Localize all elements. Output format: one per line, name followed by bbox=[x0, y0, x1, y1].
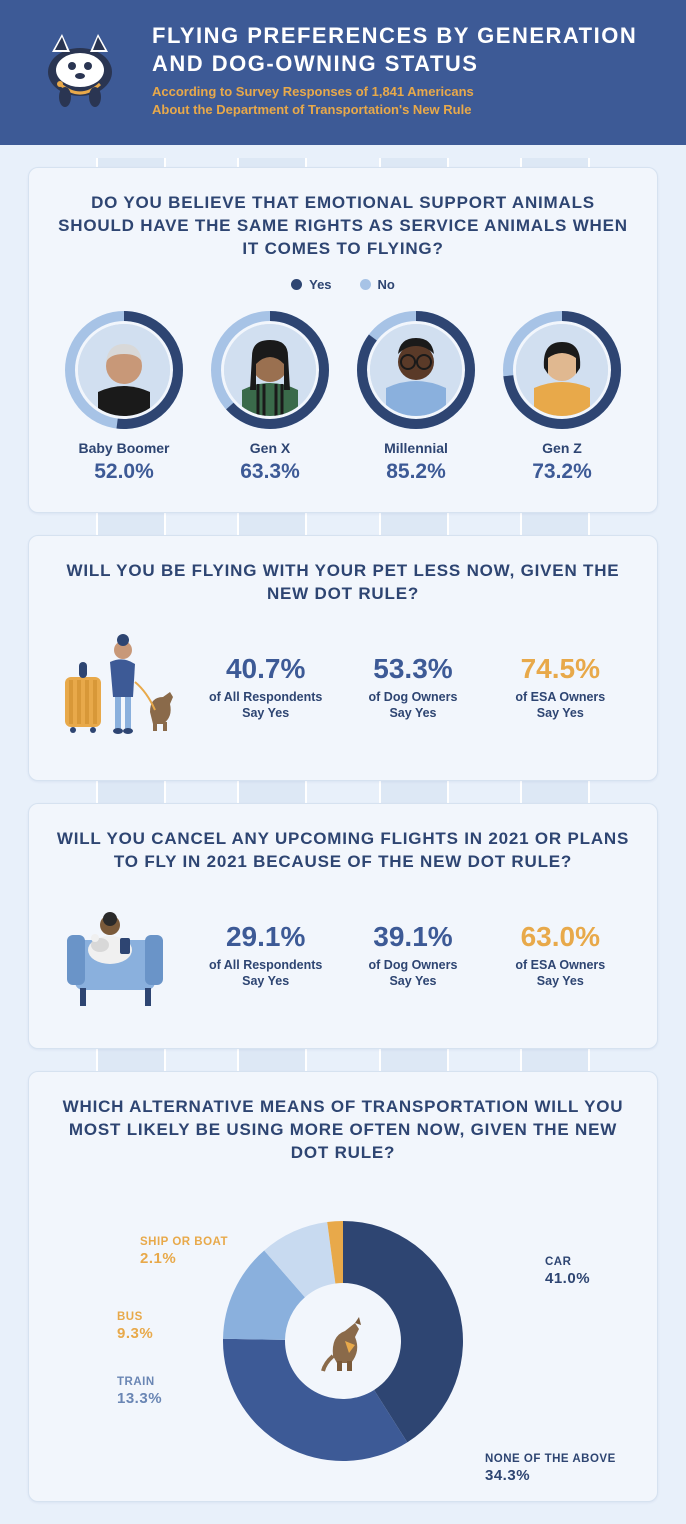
stat-cell: 40.7% of All RespondentsSay Yes bbox=[195, 653, 336, 722]
card-fly-less: WILL YOU BE FLYING WITH YOUR PET LESS NO… bbox=[28, 535, 658, 781]
generation-label: Gen X bbox=[201, 440, 339, 456]
donut-chart bbox=[213, 1211, 473, 1471]
legend-no-dot bbox=[360, 279, 371, 290]
legend-yes-label: Yes bbox=[309, 277, 331, 292]
generation-gen-x: Gen X 63.3% bbox=[201, 310, 339, 484]
stats-row-2: 40.7% of All RespondentsSay Yes53.3% of Do… bbox=[55, 622, 631, 752]
legend-no-label: No bbox=[378, 277, 395, 292]
generation-pct: 63.3% bbox=[201, 460, 339, 484]
pie-area: CAR41.0% NONE OF THE ABOVE34.3% TRAIN13.3%… bbox=[55, 1181, 631, 1491]
stat-pct: 63.0% bbox=[490, 921, 631, 953]
sitting-dog-icon bbox=[303, 1301, 383, 1381]
section1-title: DO YOU BELIEVE THAT EMOTIONAL SUPPORT AN… bbox=[55, 192, 631, 261]
stats-cells-2: 40.7% of All RespondentsSay Yes53.3% of Do… bbox=[195, 653, 631, 722]
stats-row-3: 29.1% of All RespondentsSay Yes39.1% of Do… bbox=[55, 890, 631, 1020]
donut-ring bbox=[356, 310, 476, 430]
generation-label: Baby Boomer bbox=[55, 440, 193, 456]
stat-pct: 53.3% bbox=[342, 653, 483, 685]
stat-cell: 29.1% of All RespondentsSay Yes bbox=[195, 921, 336, 990]
legend: Yes No bbox=[55, 277, 631, 292]
stat-pct: 40.7% bbox=[195, 653, 336, 685]
pie-label-none-of-the-above: NONE OF THE ABOVE34.3% bbox=[485, 1453, 616, 1484]
pie-center bbox=[288, 1286, 398, 1396]
generation-gen-z: Gen Z 73.2% bbox=[493, 310, 631, 484]
stat-cell: 74.5% of ESA OwnersSay Yes bbox=[490, 653, 631, 722]
generation-pct: 73.2% bbox=[493, 460, 631, 484]
traveler-with-dog-illustration bbox=[55, 622, 185, 752]
donut-ring bbox=[210, 310, 330, 430]
section2-title: WILL YOU BE FLYING WITH YOUR PET LESS NO… bbox=[55, 560, 631, 606]
generation-pct: 52.0% bbox=[55, 460, 193, 484]
person-in-chair-illustration bbox=[55, 890, 185, 1020]
stat-cell: 39.1% of Dog OwnersSay Yes bbox=[342, 921, 483, 990]
section4-title: WHICH ALTERNATIVE MEANS OF TRANSPORTATIO… bbox=[55, 1096, 631, 1165]
avatar-boomer bbox=[78, 324, 170, 416]
avatar-genx bbox=[224, 324, 316, 416]
generation-pct: 85.2% bbox=[347, 460, 485, 484]
stat-label: of All RespondentsSay Yes bbox=[195, 689, 336, 722]
card-cancel-flights: WILL YOU CANCEL ANY UPCOMING FLIGHTS IN … bbox=[28, 803, 658, 1049]
avatar-millennial bbox=[370, 324, 462, 416]
generation-baby-boomer: Baby Boomer 52.0% bbox=[55, 310, 193, 484]
stat-cell: 53.3% of Dog OwnersSay Yes bbox=[342, 653, 483, 722]
donuts-row: Baby Boomer 52.0% Gen X 63.3% Millennial 85.2… bbox=[55, 310, 631, 484]
infographic-container: FLYING PREFERENCES BY GENERATION AND DOG… bbox=[0, 0, 686, 1502]
header-text: FLYING PREFERENCES BY GENERATION AND DOG… bbox=[152, 22, 637, 119]
stat-label: of All RespondentsSay Yes bbox=[195, 957, 336, 990]
card-alternative-transport: WHICH ALTERNATIVE MEANS OF TRANSPORTATIO… bbox=[28, 1071, 658, 1502]
stat-label: of Dog OwnersSay Yes bbox=[342, 689, 483, 722]
stat-label: of ESA OwnersSay Yes bbox=[490, 957, 631, 990]
donut-ring bbox=[502, 310, 622, 430]
stats-cells-3: 29.1% of All RespondentsSay Yes39.1% of Do… bbox=[195, 921, 631, 990]
stat-cell: 63.0% of ESA OwnersSay Yes bbox=[490, 921, 631, 990]
stat-label: of ESA OwnersSay Yes bbox=[490, 689, 631, 722]
header-subtitle: According to Survey Responses of 1,841 A… bbox=[152, 83, 637, 119]
avatar-genz bbox=[516, 324, 608, 416]
stat-label: of Dog OwnersSay Yes bbox=[342, 957, 483, 990]
stat-pct: 39.1% bbox=[342, 921, 483, 953]
dog-logo-icon bbox=[30, 22, 130, 112]
legend-yes: Yes bbox=[291, 277, 331, 292]
legend-yes-dot bbox=[291, 279, 302, 290]
generation-millennial: Millennial 85.2% bbox=[347, 310, 485, 484]
pie-label-train: TRAIN13.3% bbox=[117, 1376, 162, 1407]
header-title: FLYING PREFERENCES BY GENERATION AND DOG… bbox=[152, 22, 637, 77]
legend-no: No bbox=[360, 277, 395, 292]
donut-ring bbox=[64, 310, 184, 430]
pie-label-car: CAR41.0% bbox=[545, 1256, 590, 1287]
generation-label: Gen Z bbox=[493, 440, 631, 456]
pie-label-ship-or-boat: SHIP OR BOAT2.1% bbox=[140, 1236, 228, 1267]
generation-label: Millennial bbox=[347, 440, 485, 456]
stat-pct: 29.1% bbox=[195, 921, 336, 953]
section3-title: WILL YOU CANCEL ANY UPCOMING FLIGHTS IN … bbox=[55, 828, 631, 874]
pie-label-bus: BUS9.3% bbox=[117, 1311, 153, 1342]
header: FLYING PREFERENCES BY GENERATION AND DOG… bbox=[0, 0, 686, 145]
stat-pct: 74.5% bbox=[490, 653, 631, 685]
card-esa-rights: DO YOU BELIEVE THAT EMOTIONAL SUPPORT AN… bbox=[28, 167, 658, 513]
